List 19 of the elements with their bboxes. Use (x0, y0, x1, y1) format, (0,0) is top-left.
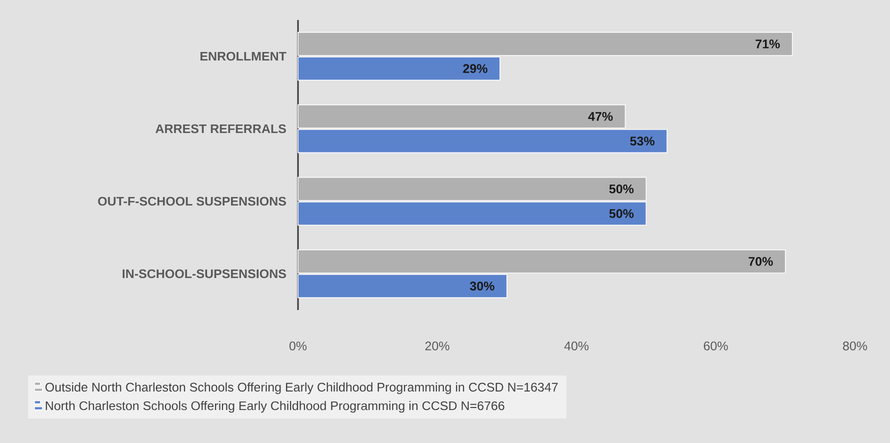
data-label: 50% (609, 209, 634, 218)
legend-label: North Charleston Schools Offering Early Childhood Programming in CCSD N=6766 (46, 400, 504, 413)
data-label: 29% (463, 64, 488, 73)
data-label: 71% (756, 40, 780, 48)
y-tick-label: IN-SCHOOL-SUPSENSIONS (122, 269, 286, 278)
data-label: 47% (588, 112, 613, 121)
data-label: 30% (470, 282, 494, 290)
x-tick-label: 40% (564, 342, 589, 350)
y-tick-label: ARREST REFERRALS (156, 124, 286, 134)
x-tick-label: 80% (843, 342, 868, 350)
x-tick-label: 60% (704, 342, 728, 350)
x-tick-label: 0% (289, 342, 307, 350)
data-label: 50% (609, 184, 634, 194)
x-tick-label: 20% (425, 342, 450, 350)
y-tick-label: OUT-F-SCHOOL SUSPENSIONS (98, 196, 286, 206)
data-label: 70% (748, 257, 773, 266)
legend-label: Outside North Charleston Schools Offering Early Childhood Programming in CCSD N=16347 (45, 382, 558, 394)
y-tick-label: ENROLLMENT (200, 52, 286, 61)
data-label: 53% (630, 136, 654, 146)
